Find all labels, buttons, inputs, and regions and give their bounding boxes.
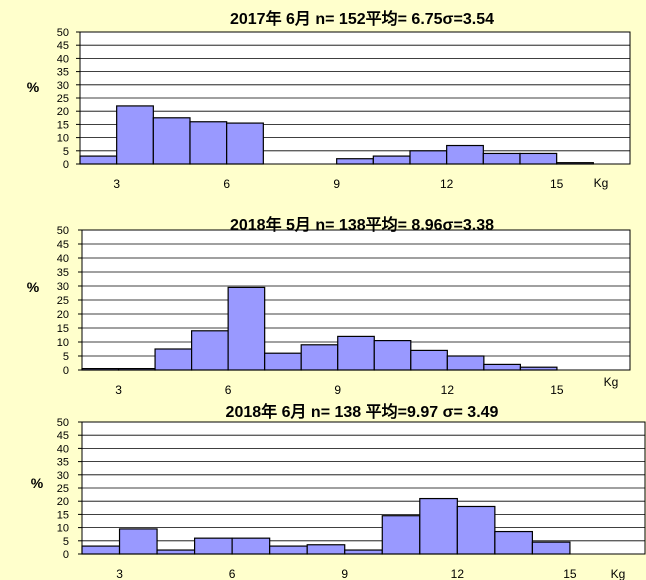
x-tick-label: 9	[333, 177, 340, 190]
y-tick-label: 25	[57, 483, 69, 495]
y-tick-label: 30	[57, 281, 69, 293]
histogram-bar	[118, 528, 158, 555]
x-tick-label: 6	[223, 177, 230, 190]
plot-border	[79, 31, 631, 165]
y-tick-label: 0	[63, 159, 69, 171]
x-axis-unit: Kg	[611, 567, 626, 580]
histogram-bar	[269, 545, 308, 555]
histogram-bar	[300, 344, 339, 371]
y-tick-label: 30	[57, 470, 69, 482]
y-tick-label: 5	[63, 351, 69, 363]
histogram-bar	[381, 515, 421, 555]
y-tick-label: 5	[63, 146, 69, 158]
histogram-bar	[482, 152, 521, 165]
chart-title: 2017年 6月 n= 152平均= 6.75σ=3.54	[230, 9, 494, 28]
histogram-bar	[226, 122, 264, 165]
y-tick-label: 30	[57, 80, 69, 92]
x-tick-label: 15	[550, 383, 564, 395]
y-axis-label: %	[31, 475, 44, 491]
y-tick-label: 40	[57, 253, 69, 265]
histogram-bar	[227, 286, 266, 371]
y-tick-label: 50	[57, 225, 69, 237]
y-tick-label: 50	[57, 417, 69, 429]
x-tick-label: 6	[225, 383, 232, 395]
histogram-bar	[116, 105, 154, 165]
histogram-bar	[152, 117, 191, 165]
histogram-bar	[194, 537, 233, 555]
histogram-2018-05: 0 5 10 15 20 25 30 35 40 45 50 3 6 9 12 15 Kg% 2018年 5月 n…	[27, 215, 631, 395]
y-tick-label: 15	[57, 509, 69, 521]
histogram-bar	[519, 152, 558, 165]
x-tick-label: 6	[229, 567, 236, 580]
y-tick-label: 25	[57, 295, 69, 307]
y-tick-label: 10	[57, 337, 69, 349]
y-tick-label: 20	[57, 106, 69, 118]
y-tick-label: 45	[57, 430, 69, 442]
histogram-bar	[336, 158, 374, 165]
x-tick-label: 12	[441, 383, 455, 395]
y-tick-label: 10	[57, 523, 69, 535]
y-tick-label: 45	[57, 239, 69, 251]
x-tick-label: 3	[115, 383, 122, 395]
y-tick-label: 35	[57, 67, 69, 79]
x-tick-label: 15	[563, 567, 577, 580]
histogram-bar	[372, 155, 411, 165]
histogram-bar	[446, 144, 484, 165]
x-tick-label: 3	[113, 177, 120, 190]
x-tick-label: 15	[550, 177, 564, 190]
histogram-bar	[191, 330, 229, 371]
histogram-bar	[494, 530, 534, 555]
y-tick-label: 15	[57, 119, 69, 131]
y-tick-label: 45	[57, 40, 69, 52]
x-tick-label: 12	[451, 567, 465, 580]
histogram-bar	[264, 352, 302, 371]
y-tick-label: 40	[57, 53, 69, 65]
y-tick-label: 0	[63, 549, 69, 561]
histogram-bar	[79, 155, 118, 165]
histogram-bar	[231, 537, 271, 555]
x-tick-label: 3	[116, 567, 123, 580]
y-axis-label: %	[27, 279, 40, 295]
histogram-bar	[156, 549, 196, 555]
histogram-bar	[81, 545, 121, 555]
y-tick-label: 35	[57, 457, 69, 469]
histogram-bar	[306, 544, 346, 555]
histogram-bar	[344, 549, 383, 555]
histogram-bar	[410, 349, 448, 371]
y-tick-label: 25	[57, 93, 69, 105]
histogram-bar	[154, 348, 193, 371]
x-tick-label: 9	[334, 383, 341, 395]
chart-title: 2018年 5月 n= 138平均= 8.96σ=3.38	[230, 215, 494, 234]
y-axis-label: %	[27, 79, 40, 95]
histogram-bar	[446, 355, 485, 371]
y-tick-label: 20	[57, 496, 69, 508]
y-tick-label: 10	[57, 133, 69, 145]
histogram-bar	[419, 497, 458, 555]
histogram-bar	[337, 335, 375, 371]
plot-border	[81, 229, 631, 371]
y-tick-label: 15	[57, 323, 69, 335]
histogram-bar	[456, 505, 496, 555]
histogram-bar	[373, 340, 412, 371]
plot-border	[81, 421, 646, 555]
y-tick-label: 5	[63, 536, 69, 548]
x-tick-label: 9	[341, 567, 348, 580]
y-tick-label: 35	[57, 267, 69, 279]
x-tick-label: 12	[440, 177, 454, 190]
y-tick-label: 0	[63, 365, 69, 377]
x-axis-unit: Kg	[594, 176, 609, 190]
histogram-bar	[483, 363, 522, 371]
chart-title: 2018年 6月 n= 138 平均=9.97 σ= 3.49	[226, 402, 499, 421]
histogram-bar	[189, 121, 228, 165]
histogram-bar	[409, 150, 448, 165]
y-tick-label: 50	[57, 27, 69, 39]
y-tick-label: 40	[57, 443, 69, 455]
x-axis-unit: Kg	[604, 375, 619, 389]
histogram-bar	[531, 541, 571, 555]
y-tick-label: 20	[57, 309, 69, 321]
